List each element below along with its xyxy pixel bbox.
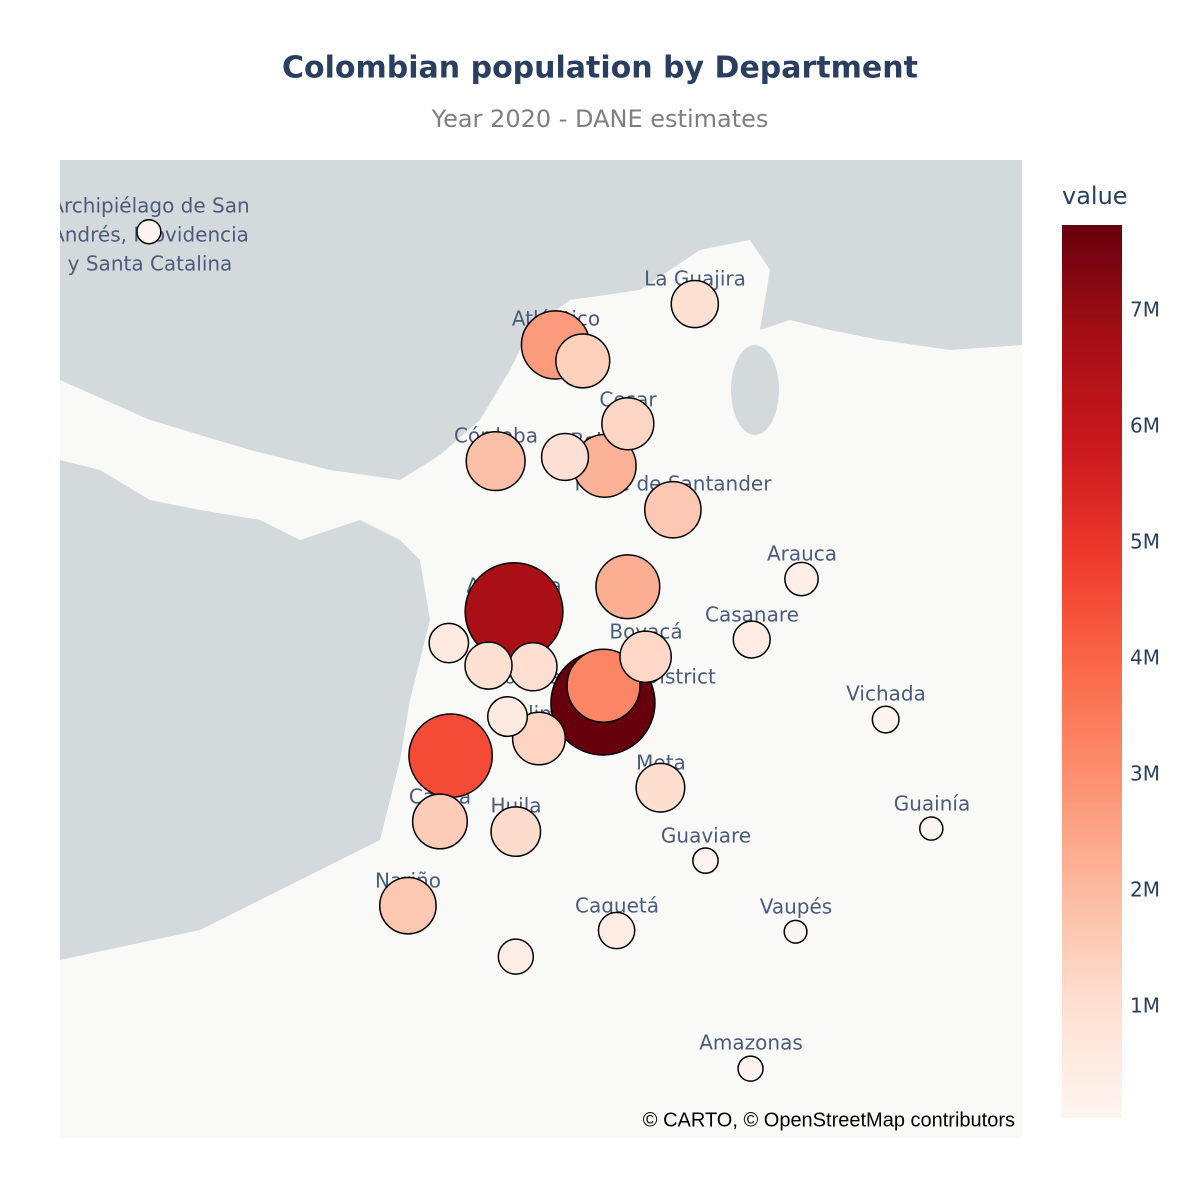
- bubble: [919, 816, 944, 841]
- bubble: [595, 554, 661, 620]
- bubble: [540, 432, 590, 482]
- map-label: Vaupés: [760, 895, 832, 919]
- chart-title: Colombian population by Department: [282, 51, 918, 86]
- bubble: [486, 696, 529, 738]
- lake: [731, 345, 779, 435]
- bubble: [737, 1055, 764, 1082]
- bubble: [619, 630, 672, 684]
- colorbar-tick-label: 1M: [1130, 994, 1160, 1018]
- bubble: [408, 713, 494, 799]
- bubble: [411, 793, 468, 850]
- attribution: © CARTO, © OpenStreetMap contributors: [643, 1109, 1015, 1131]
- bubble: [871, 705, 900, 734]
- map-label: Arauca: [767, 542, 837, 566]
- bubble: [635, 762, 686, 813]
- bubble: [464, 641, 513, 690]
- colorbar-scale: [1062, 225, 1122, 1118]
- map-label: Guaviare: [661, 824, 751, 848]
- bubble: [378, 876, 437, 935]
- colorbar-tick-label: 3M: [1130, 762, 1160, 786]
- map-label: Amazonas: [699, 1031, 803, 1055]
- map-label: Archipiélago de San: [50, 194, 249, 218]
- bubble: [692, 847, 719, 874]
- bubble: [465, 430, 526, 492]
- map-label: Guainía: [894, 792, 970, 816]
- colorbar-tick-label: 5M: [1130, 529, 1160, 553]
- bubble: [555, 333, 611, 389]
- colorbar-tick-label: 2M: [1130, 878, 1160, 902]
- colorbar-tick-label: 6M: [1130, 413, 1160, 437]
- colorbar-tick-label: 7M: [1130, 297, 1160, 321]
- bubble: [497, 938, 535, 975]
- bubble: [508, 642, 558, 692]
- points: [136, 219, 944, 1082]
- bubble: [783, 919, 808, 944]
- bubble: [136, 219, 162, 245]
- bubble: [784, 561, 819, 597]
- bubble: [732, 620, 771, 659]
- bubble: [597, 911, 636, 950]
- chart-subtitle: Year 2020 - DANE estimates: [431, 105, 769, 133]
- colorbar-title: value: [1062, 182, 1128, 210]
- colorbar: 1M 2M 3M 4M 5M 6M 7M: [1062, 225, 1160, 1118]
- map-label: y Santa Catalina: [68, 252, 233, 276]
- bubble: [601, 397, 655, 451]
- bubble: [644, 480, 702, 539]
- bubble: [670, 279, 720, 329]
- bubble: [490, 806, 542, 858]
- colorbar-tick-label: 4M: [1130, 646, 1160, 670]
- bubble: [428, 622, 470, 664]
- map-label: Vichada: [846, 682, 926, 706]
